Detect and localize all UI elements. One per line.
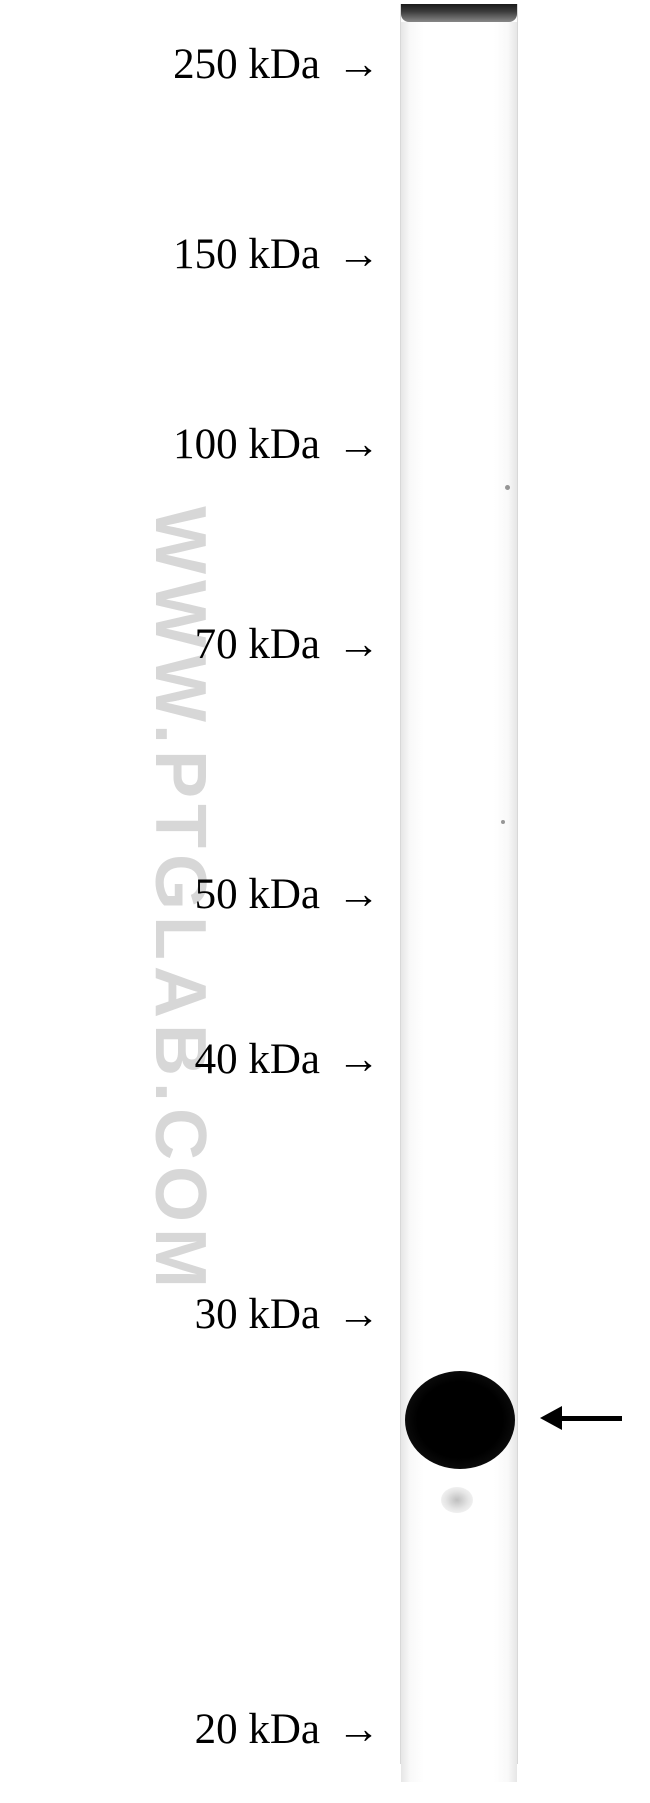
lane-smudge: [441, 1487, 473, 1513]
lane-well-cap: [401, 4, 517, 22]
gel-lane: [400, 4, 518, 1764]
mw-marker-label: 70 kDa: [195, 620, 320, 669]
mw-marker-arrow-icon: →: [337, 420, 380, 469]
blot-figure: WWW.PTGLAB.COM 250 kDa→150 kDa→100 kDa→7…: [0, 0, 650, 1803]
mw-marker-label: 40 kDa: [195, 1035, 320, 1084]
lane-shading: [401, 22, 517, 1782]
mw-marker-arrow-icon: →: [337, 1290, 380, 1339]
mw-marker-label: 250 kDa: [173, 40, 320, 89]
protein-band: [405, 1371, 515, 1469]
lane-speck: [501, 820, 505, 824]
band-indicator-arrow: [540, 1406, 622, 1430]
mw-marker-label: 150 kDa: [173, 230, 320, 279]
arrow-shaft: [562, 1416, 622, 1421]
mw-marker-label: 50 kDa: [195, 870, 320, 919]
lane-speck: [505, 485, 510, 490]
mw-marker-arrow-icon: →: [337, 870, 380, 919]
mw-marker-label: 100 kDa: [173, 420, 320, 469]
arrow-head-icon: [540, 1406, 562, 1430]
mw-marker-arrow-icon: →: [337, 1705, 380, 1754]
mw-marker-label: 30 kDa: [195, 1290, 320, 1339]
mw-marker-arrow-icon: →: [337, 40, 380, 89]
mw-marker-arrow-icon: →: [337, 620, 380, 669]
mw-marker-arrow-icon: →: [337, 230, 380, 279]
mw-marker-arrow-icon: →: [337, 1035, 380, 1084]
mw-marker-label: 20 kDa: [195, 1705, 320, 1754]
